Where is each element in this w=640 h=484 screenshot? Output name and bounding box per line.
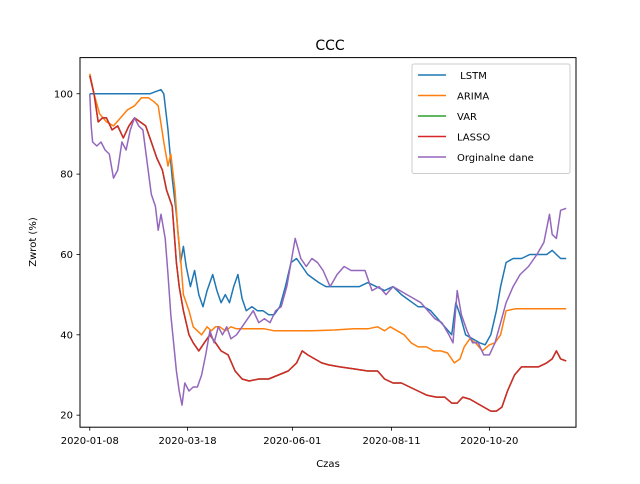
x-tick-label: 2020-01-08 — [61, 436, 119, 447]
legend-label-1: ARIMA — [457, 92, 489, 103]
x-tick-label: 2020-06-01 — [263, 436, 321, 447]
x-tick-label: 2020-08-11 — [363, 436, 421, 447]
x-tick-label: 2020-03-18 — [159, 436, 217, 447]
chart-title: CCC — [315, 38, 345, 54]
y-tick-label: 80 — [60, 170, 73, 181]
y-tick-label: 100 — [54, 89, 73, 100]
x-axis: 2020-01-08 2020-03-18 2020-06-01 2020-08-11… — [61, 427, 518, 447]
series-line-4 — [89, 93, 567, 406]
legend-label-0: LSTM — [457, 71, 487, 82]
x-axis-label: Czas — [316, 459, 340, 470]
y-tick-label: 20 — [60, 411, 73, 422]
y-tick-label: 40 — [60, 330, 73, 341]
legend: LSTM ARIMA VAR LASSO Orginalne dane — [411, 63, 571, 174]
legend-label-3: LASSO — [457, 133, 490, 144]
series-line-0 — [89, 88, 567, 346]
legend-label-2: VAR — [457, 112, 477, 123]
series-line-1 — [89, 73, 567, 364]
x-tick-label: 2020-10-20 — [460, 436, 518, 447]
legend-label-4: Orginalne dane — [457, 153, 534, 164]
y-tick-label: 60 — [60, 250, 73, 261]
y-axis-label: Zwrot (%) — [28, 217, 39, 267]
axes-frame — [79, 57, 577, 428]
plot-area — [89, 73, 567, 412]
legend-box — [411, 63, 571, 174]
series-line-3 — [89, 75, 567, 412]
y-axis: 20 40 60 80 100 — [54, 89, 80, 422]
